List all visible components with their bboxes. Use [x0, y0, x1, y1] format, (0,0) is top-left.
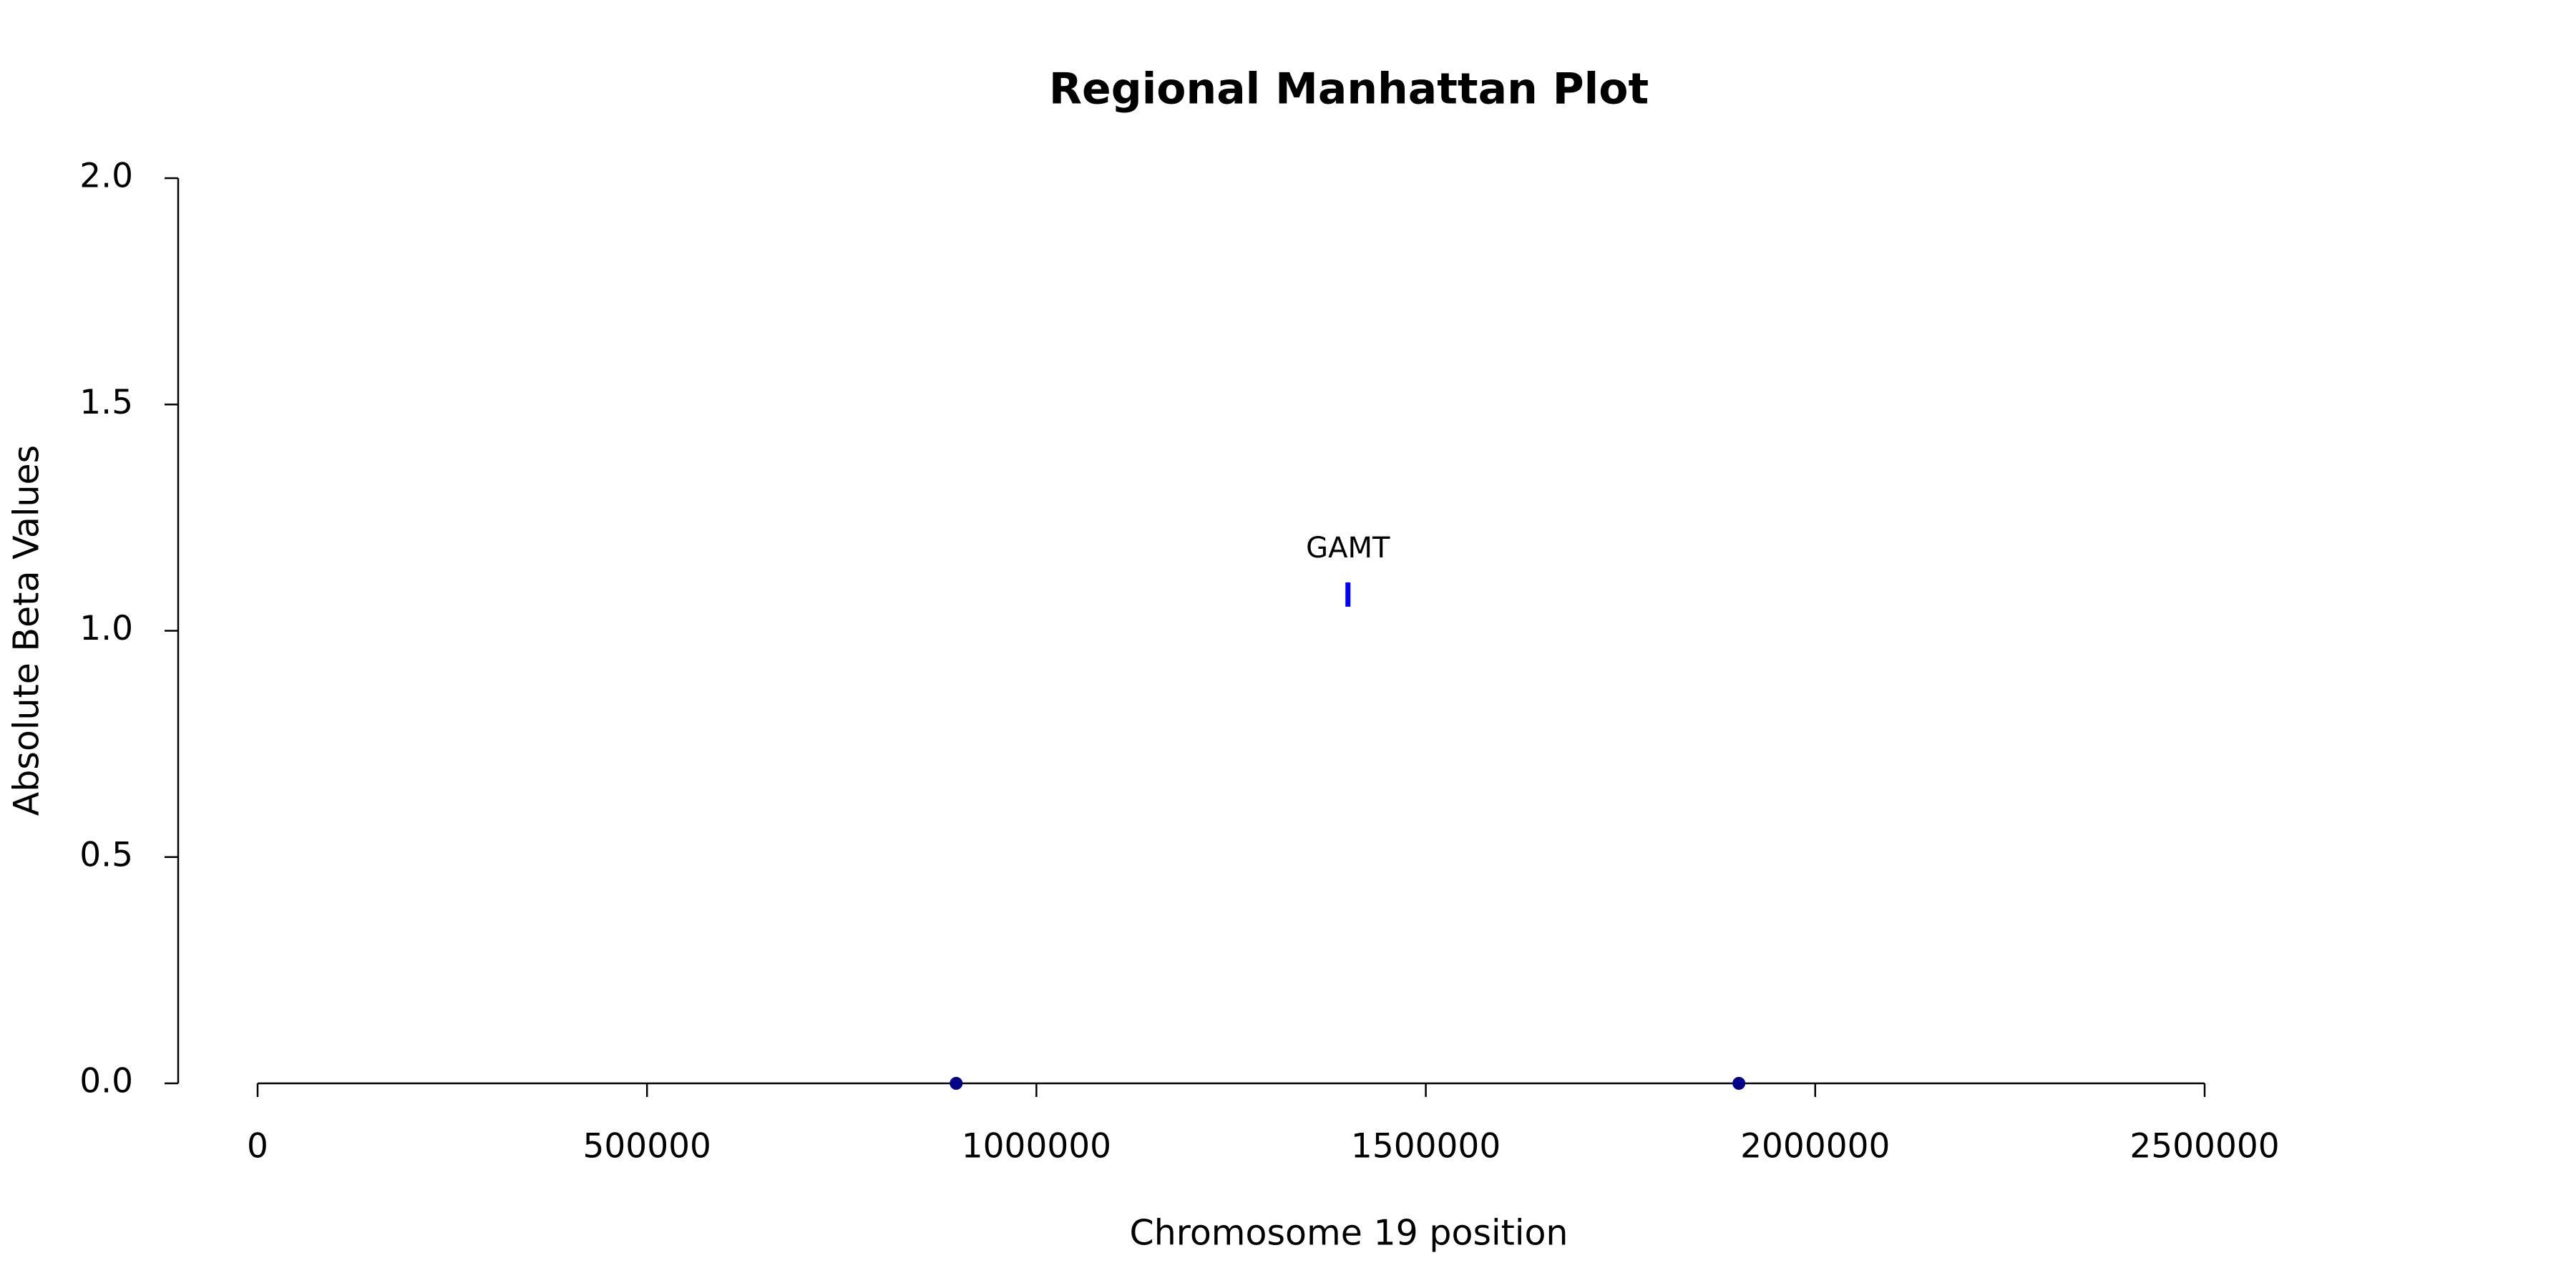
y-tick-label: 0.5: [79, 835, 133, 874]
y-tick-label: 1.0: [79, 609, 133, 648]
point-label: GAMT: [1306, 532, 1390, 565]
point: [950, 1077, 963, 1090]
y-axis-label: Absolute Beta Values: [6, 445, 47, 816]
x-tick-label: 1500000: [1351, 1127, 1501, 1166]
y-tick-label: 2.0: [79, 157, 133, 196]
y-tick-label: 0.0: [79, 1062, 133, 1101]
x-tick-label: 2500000: [2129, 1127, 2279, 1166]
x-tick-label: 2000000: [1740, 1127, 1890, 1166]
chart-title: Regional Manhattan Plot: [1049, 64, 1649, 114]
point: [1732, 1077, 1746, 1090]
x-tick-label: 0: [247, 1127, 268, 1166]
x-axis-label: Chromosome 19 position: [1129, 1213, 1568, 1254]
y-tick-label: 1.5: [79, 383, 133, 422]
x-tick-label: 1000000: [962, 1127, 1111, 1166]
x-tick-label: 500000: [582, 1127, 711, 1166]
